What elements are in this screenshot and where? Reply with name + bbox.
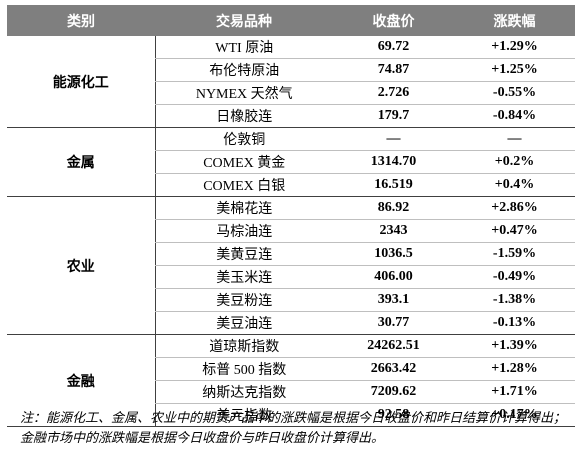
change-percent: -0.13% xyxy=(454,311,575,335)
instrument-name: 美黄豆连 xyxy=(154,242,333,266)
close-price: 1314.70 xyxy=(333,150,454,174)
change-percent: +0.17% xyxy=(454,403,575,427)
change-percent: -0.55% xyxy=(454,81,575,105)
change-percent: +0.47% xyxy=(454,219,575,243)
close-price: 92.58 xyxy=(333,403,454,427)
table-row: 纳斯达克指数 7209.62 +1.71% xyxy=(7,380,575,404)
change-percent: +0.4% xyxy=(454,173,575,197)
change-percent: +1.29% xyxy=(454,36,575,59)
instrument-name: 美豆油连 xyxy=(154,311,333,335)
close-price: 1036.5 xyxy=(333,242,454,266)
table-row: 马棕油连 2343 +0.47% xyxy=(7,219,575,243)
close-price: — xyxy=(333,127,454,151)
close-price: 2.726 xyxy=(333,81,454,105)
change-percent: +1.25% xyxy=(454,58,575,82)
market-table: 类别 交易品种 收盘价 涨跌幅 能源化工 WTI 原油 69.72 +1.29% 布伦特… xyxy=(7,5,575,427)
table-row: 美豆粉连 393.1 -1.38% xyxy=(7,288,575,312)
close-price: 30.77 xyxy=(333,311,454,335)
close-price: 7209.62 xyxy=(333,380,454,404)
market-table-container: 类别 交易品种 收盘价 涨跌幅 能源化工 WTI 原油 69.72 +1.29% 布伦特… xyxy=(7,5,575,427)
close-price: 74.87 xyxy=(333,58,454,82)
header-category: 类别 xyxy=(7,5,155,36)
close-price: 2663.42 xyxy=(333,357,454,381)
table-body: 能源化工 WTI 原油 69.72 +1.29% 布伦特原油 74.87 +1.25% NYM… xyxy=(7,36,575,427)
close-price: 16.519 xyxy=(333,173,454,197)
table-row: 美元指数 92.58 +0.17% xyxy=(7,403,575,427)
close-price: 179.7 xyxy=(333,104,454,128)
table-row: NYMEX 天然气 2.726 -0.55% xyxy=(7,81,575,105)
table-row: 能源化工 WTI 原油 69.72 +1.29% xyxy=(7,36,575,128)
close-price: 2343 xyxy=(333,219,454,243)
header-close: 收盘价 xyxy=(333,5,454,36)
table-row: 美豆油连 30.77 -0.13% xyxy=(7,311,575,335)
change-percent: -1.59% xyxy=(454,242,575,266)
category-cell: 金融 xyxy=(7,334,155,427)
footnote: 注：能源化工、金属、农业中的期货产品中的涨跌幅是根据今日收盘价和昨日结算价计算得… xyxy=(20,411,567,446)
instrument-name: WTI 原油 xyxy=(154,36,333,59)
table-row: 布伦特原油 74.87 +1.25% xyxy=(7,58,575,82)
table-row: 日橡胶连 179.7 -0.84% xyxy=(7,104,575,128)
category-cell: 能源化工 xyxy=(7,36,155,128)
instrument-name: COMEX 白银 xyxy=(154,173,333,197)
instrument-name: 伦敦铜 xyxy=(154,127,333,151)
instrument-name: 布伦特原油 xyxy=(154,58,333,82)
table-row: 美玉米连 406.00 -0.49% xyxy=(7,265,575,289)
category-cell: 农业 xyxy=(7,196,155,335)
header-instrument: 交易品种 xyxy=(155,5,333,36)
change-percent: +1.28% xyxy=(454,357,575,381)
change-percent: +1.39% xyxy=(454,334,575,358)
category-cell: 金属 xyxy=(7,127,155,197)
instrument-name: NYMEX 天然气 xyxy=(154,81,333,105)
close-price: 24262.51 xyxy=(333,334,454,358)
instrument-name: 日橡胶连 xyxy=(154,104,333,128)
close-price: 69.72 xyxy=(333,36,454,59)
close-price: 393.1 xyxy=(333,288,454,312)
close-price: 86.92 xyxy=(333,196,454,220)
table-row: COMEX 白银 16.519 +0.4% xyxy=(7,173,575,197)
change-percent: -0.84% xyxy=(454,104,575,128)
change-percent: +2.86% xyxy=(454,196,575,220)
instrument-name: COMEX 黄金 xyxy=(154,150,333,174)
instrument-name: 标普 500 指数 xyxy=(154,357,333,381)
instrument-name: 美豆粉连 xyxy=(154,288,333,312)
instrument-name: 美棉花连 xyxy=(154,196,333,220)
instrument-name: 美玉米连 xyxy=(154,265,333,289)
table-row: 金属 伦敦铜 — — xyxy=(7,127,575,197)
instrument-name: 道琼斯指数 xyxy=(154,334,333,358)
table-header-row: 类别 交易品种 收盘价 涨跌幅 xyxy=(7,5,575,36)
table-row: 金融 道琼斯指数 24262.51 +1.39% xyxy=(7,334,575,427)
change-percent: +0.2% xyxy=(454,150,575,174)
change-percent: — xyxy=(454,127,575,151)
change-percent: +1.71% xyxy=(454,380,575,404)
instrument-name: 马棕油连 xyxy=(154,219,333,243)
instrument-name: 美元指数 xyxy=(154,403,333,427)
header-change: 涨跌幅 xyxy=(454,5,575,36)
table-row: COMEX 黄金 1314.70 +0.2% xyxy=(7,150,575,174)
table-row: 标普 500 指数 2663.42 +1.28% xyxy=(7,357,575,381)
instrument-name: 纳斯达克指数 xyxy=(154,380,333,404)
change-percent: -0.49% xyxy=(454,265,575,289)
table-row: 美黄豆连 1036.5 -1.59% xyxy=(7,242,575,266)
table-row: 农业 美棉花连 86.92 +2.86% xyxy=(7,196,575,335)
close-price: 406.00 xyxy=(333,265,454,289)
change-percent: -1.38% xyxy=(454,288,575,312)
